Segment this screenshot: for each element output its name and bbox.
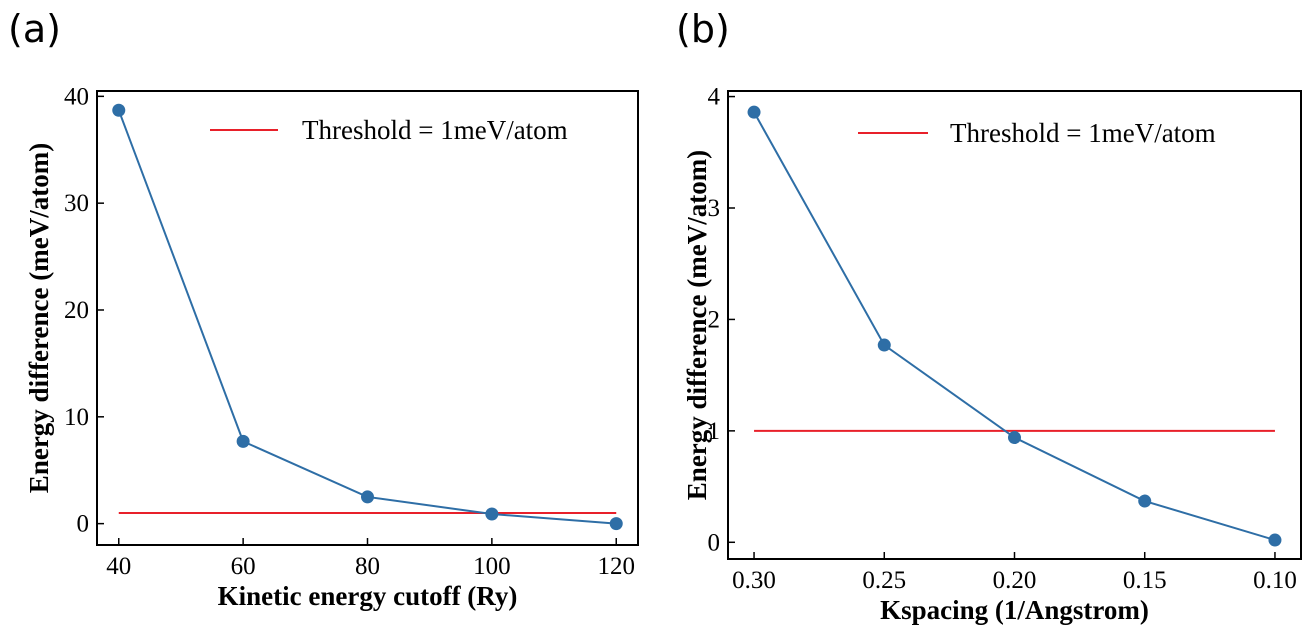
x-tick-label: 100 — [473, 553, 511, 580]
data-point — [361, 490, 374, 504]
chart-panel-b: (b) 0.30 0.25 0.20 0.15 0.10 0 1 2 3 4 Kspacing (1/… — [676, 7, 1302, 625]
legend-label: Threshold = 1meV/atom — [950, 118, 1216, 148]
y-tick-label: 40 — [64, 83, 89, 110]
series-line — [753, 111, 1276, 542]
y-tick-label: 3 — [708, 195, 721, 222]
y-tick-label: 30 — [64, 190, 89, 217]
panel-label: (b) — [676, 7, 730, 51]
y-axis-title: Energy difference (meV/atom) — [682, 150, 712, 500]
x-tick-label: 0.20 — [993, 567, 1037, 594]
y-tick-label: 20 — [64, 297, 89, 324]
x-tick-label: 40 — [106, 553, 131, 580]
y-axis-title: Energy difference (meV/atom) — [24, 143, 54, 493]
plot-frame — [727, 90, 1302, 560]
y-tick-label: 0 — [708, 529, 721, 556]
y-tick-label: 10 — [64, 404, 89, 431]
x-axis-title: Kinetic energy cutoff (Ry) — [218, 581, 518, 611]
data-point — [747, 105, 761, 119]
y-tick-label: 0 — [77, 511, 90, 538]
x-tick-label: 0.25 — [862, 567, 906, 594]
x-tick-label: 120 — [597, 553, 635, 580]
x-tick-label: 0.30 — [732, 567, 776, 594]
plot-frame — [96, 90, 639, 546]
data-point — [236, 434, 250, 448]
data-point — [112, 103, 126, 117]
x-axis-title: Kspacing (1/Angstrom) — [880, 595, 1149, 625]
x-tick-label: 80 — [355, 553, 380, 580]
data-point — [609, 517, 623, 531]
data-point — [1268, 533, 1282, 547]
data-point — [485, 507, 499, 521]
y-tick-label: 1 — [708, 418, 721, 445]
chart-panel-a: (a) 40 60 80 100 120 0 10 20 30 40 Kinetic energy c… — [8, 7, 639, 611]
x-tick-label: 0.15 — [1123, 567, 1167, 594]
legend-label: Threshold = 1meV/atom — [302, 115, 568, 145]
series-line — [117, 109, 617, 525]
data-point — [877, 338, 891, 352]
y-tick-label: 4 — [708, 84, 721, 111]
data-point — [1008, 431, 1021, 445]
x-tick-label: 60 — [231, 553, 256, 580]
y-tick-label: 2 — [708, 306, 721, 333]
x-tick-label: 0.10 — [1253, 567, 1297, 594]
panel-label: (a) — [8, 7, 61, 51]
data-point — [1138, 494, 1152, 508]
